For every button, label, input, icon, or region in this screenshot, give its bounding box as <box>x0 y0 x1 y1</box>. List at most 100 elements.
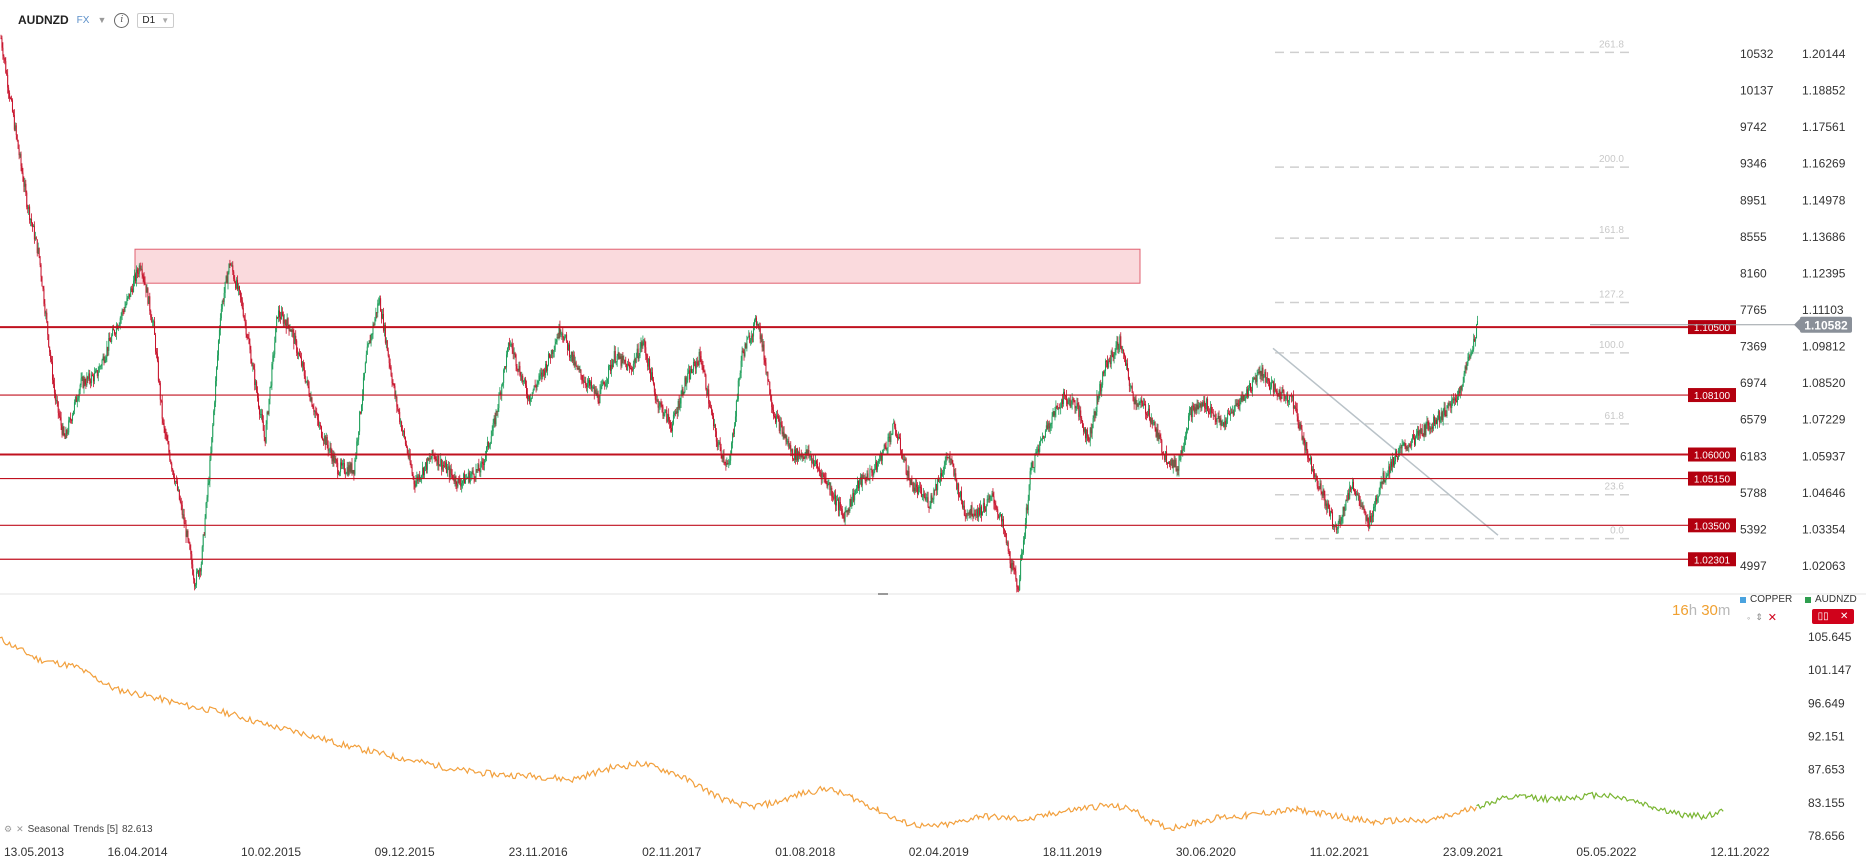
candle-body <box>1078 404 1080 417</box>
candle-body <box>615 361 617 363</box>
candle-body <box>1453 398 1455 401</box>
candle-body <box>657 399 659 408</box>
candle-body <box>1416 430 1418 434</box>
close-icon[interactable]: ✕ <box>1767 612 1777 624</box>
candle-body <box>189 542 191 550</box>
candle-body <box>858 479 860 489</box>
candle-body <box>813 459 815 467</box>
candle-body <box>76 399 78 402</box>
candle-body <box>730 454 732 461</box>
candle-body <box>1095 412 1097 416</box>
candle-body <box>1137 404 1139 406</box>
candle-body <box>1360 505 1362 507</box>
candle-body <box>303 367 305 376</box>
candle-body <box>318 419 320 426</box>
candle-body <box>1355 493 1357 495</box>
candle-body <box>791 449 793 452</box>
candle-body <box>515 354 517 366</box>
candle-body <box>1362 506 1364 508</box>
candle-body <box>590 381 592 389</box>
candle-body <box>1303 437 1305 443</box>
candle-body <box>1017 586 1019 590</box>
candle-body <box>973 513 975 517</box>
candle-body <box>322 439 324 442</box>
candle-body <box>981 511 983 516</box>
candle-body <box>426 458 428 470</box>
candle-body <box>670 422 672 429</box>
candle-body <box>456 484 458 487</box>
candle-body <box>1339 518 1341 525</box>
candle-body <box>219 318 221 330</box>
candle-body <box>380 298 382 312</box>
candle-body <box>974 513 976 516</box>
candle-body <box>790 445 792 452</box>
candle-body <box>432 450 434 455</box>
candle-body <box>1125 356 1127 366</box>
candle-body <box>1336 529 1338 530</box>
settings-icon[interactable]: ⚙ <box>4 824 13 834</box>
candle-body <box>1419 429 1421 434</box>
candle-body <box>1293 406 1295 409</box>
candle-body <box>1015 571 1017 580</box>
timeframe-select[interactable]: D1 ▼ <box>137 12 175 28</box>
candle-body <box>1082 420 1084 428</box>
close-icon[interactable]: ✕ <box>16 824 24 834</box>
candle-body <box>72 415 74 421</box>
candle-body <box>870 468 872 470</box>
indicator-forecast-line <box>1476 791 1724 821</box>
level-tag <box>1688 471 1736 486</box>
candle-body <box>1445 414 1447 417</box>
candle-body <box>895 427 897 436</box>
info-icon[interactable]: i <box>114 12 130 28</box>
candle-body <box>980 506 982 515</box>
candle-body <box>682 389 684 395</box>
chevron-down-icon[interactable]: ▼ <box>97 15 107 25</box>
candle-body <box>1062 399 1064 404</box>
candle-body <box>1032 461 1034 468</box>
candle-body <box>693 362 695 363</box>
candle-body <box>1438 411 1440 422</box>
candle-body <box>710 407 712 409</box>
candle-body <box>506 354 508 368</box>
candle-body <box>301 362 303 366</box>
candles-icon[interactable]: ▯▯ <box>1817 611 1829 622</box>
legend-audnzd[interactable]: AUDNZD <box>1805 594 1857 605</box>
candle-body <box>317 414 319 420</box>
candle-body <box>1203 401 1205 407</box>
candle-body <box>1332 512 1334 528</box>
candle-body <box>1426 421 1428 424</box>
candle-body <box>1139 401 1141 403</box>
candle-body <box>1410 445 1412 447</box>
candle-body <box>613 350 615 361</box>
candle-body <box>485 455 487 460</box>
candle-body <box>392 382 394 384</box>
candle-body <box>224 281 226 293</box>
candle-body <box>717 444 719 447</box>
close-icon[interactable]: ✕ <box>1839 611 1849 622</box>
candle-body <box>68 420 70 433</box>
candle-body <box>1077 403 1079 405</box>
candle-body <box>225 276 227 282</box>
candle-body <box>1177 468 1179 471</box>
candle-body <box>482 461 484 464</box>
candle-body <box>178 489 180 500</box>
candle-body <box>395 396 397 398</box>
legend-copper[interactable]: COPPER <box>1740 594 1792 605</box>
candle-body <box>722 454 724 459</box>
symbol-name[interactable]: AUDNZD <box>18 13 69 27</box>
candle-body <box>486 441 488 448</box>
move-icon[interactable]: ⇕ <box>1755 612 1763 622</box>
candle-body <box>180 502 182 505</box>
candle-body <box>1133 401 1135 405</box>
candle-body <box>752 335 754 337</box>
candle-body <box>573 354 575 366</box>
candle-body <box>1237 403 1239 405</box>
x-tick-label: 23.11.2016 <box>509 845 568 859</box>
candle-body <box>708 389 710 404</box>
candle-body <box>1183 446 1185 449</box>
eye-icon[interactable]: ◦ <box>1747 612 1751 623</box>
level-tag-label: 1.10500 <box>1694 323 1731 334</box>
candle-body <box>275 327 277 343</box>
candle-body <box>429 458 431 460</box>
